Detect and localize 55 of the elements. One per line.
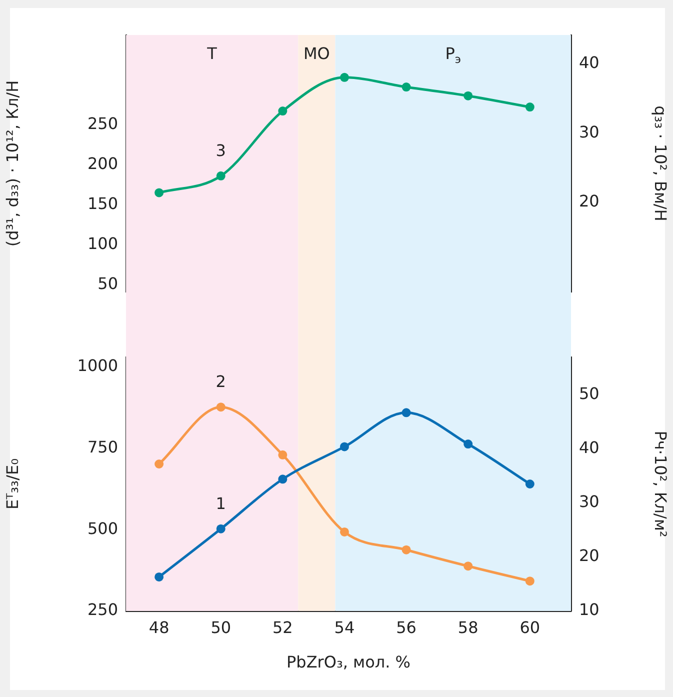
point [278, 106, 288, 116]
point [154, 460, 164, 468]
point [340, 442, 349, 452]
point [525, 480, 534, 488]
y-tick-label: 100 [87, 234, 118, 253]
point [464, 440, 473, 449]
series-label: 3 [216, 141, 226, 160]
point [216, 402, 226, 412]
y-axis-title: (d³¹, d₃₃) · 10¹², Кл/Н [2, 80, 22, 247]
x-tick-label: 54 [334, 618, 355, 637]
y2-axis-title: Рч·10², Кл/м² [651, 430, 670, 538]
y2-tick-label: 30 [579, 492, 600, 512]
point [464, 562, 473, 571]
x-tick-label: 60 [520, 618, 540, 637]
point [340, 527, 349, 536]
x-tick-label: 48 [148, 618, 170, 637]
y2-tick-label: 20 [579, 546, 600, 566]
y-tick-label: 50 [98, 274, 118, 293]
point [216, 171, 226, 180]
y-tick-label: 200 [87, 154, 118, 173]
y-tick-label: 250 [87, 114, 118, 133]
point [525, 102, 534, 112]
point [402, 408, 411, 418]
point [402, 82, 411, 92]
y2-tick-label: 40 [579, 53, 600, 72]
y-tick-label: 500 [87, 518, 118, 538]
y-tick-label: 750 [87, 438, 118, 457]
y-axis-title: Eᵀ₃₃/E₀ [2, 458, 22, 510]
y2-tick-label: 30 [579, 122, 600, 142]
y2-tick-label: 20 [579, 191, 600, 210]
band-label: Т [206, 44, 218, 63]
point [340, 72, 349, 82]
series-label: 2 [216, 372, 226, 392]
point [216, 524, 226, 534]
x-tick-label: 52 [272, 618, 293, 637]
y2-tick-label: 40 [579, 438, 600, 458]
y2-axis-title: q₃₃ · 10², Вм/Н [651, 106, 670, 222]
y2-tick-label: 10 [579, 600, 600, 620]
y-tick-label: 250 [87, 600, 118, 620]
point [154, 572, 164, 582]
point [154, 188, 164, 198]
x-axis-title: PbZrO₃, мол. % [286, 652, 410, 672]
point [278, 450, 288, 460]
x-tick-label: 50 [210, 618, 232, 637]
band-label: МО [303, 44, 330, 63]
series-label: 1 [216, 494, 226, 514]
x-tick-label: 56 [396, 618, 416, 637]
point [464, 91, 473, 100]
point [402, 545, 411, 554]
point [278, 474, 288, 484]
y-tick-label: 1000 [77, 356, 118, 376]
point [525, 576, 534, 586]
y-tick-label: 150 [87, 194, 118, 213]
y2-tick-label: 50 [579, 384, 600, 403]
x-tick-label: 58 [458, 618, 478, 637]
